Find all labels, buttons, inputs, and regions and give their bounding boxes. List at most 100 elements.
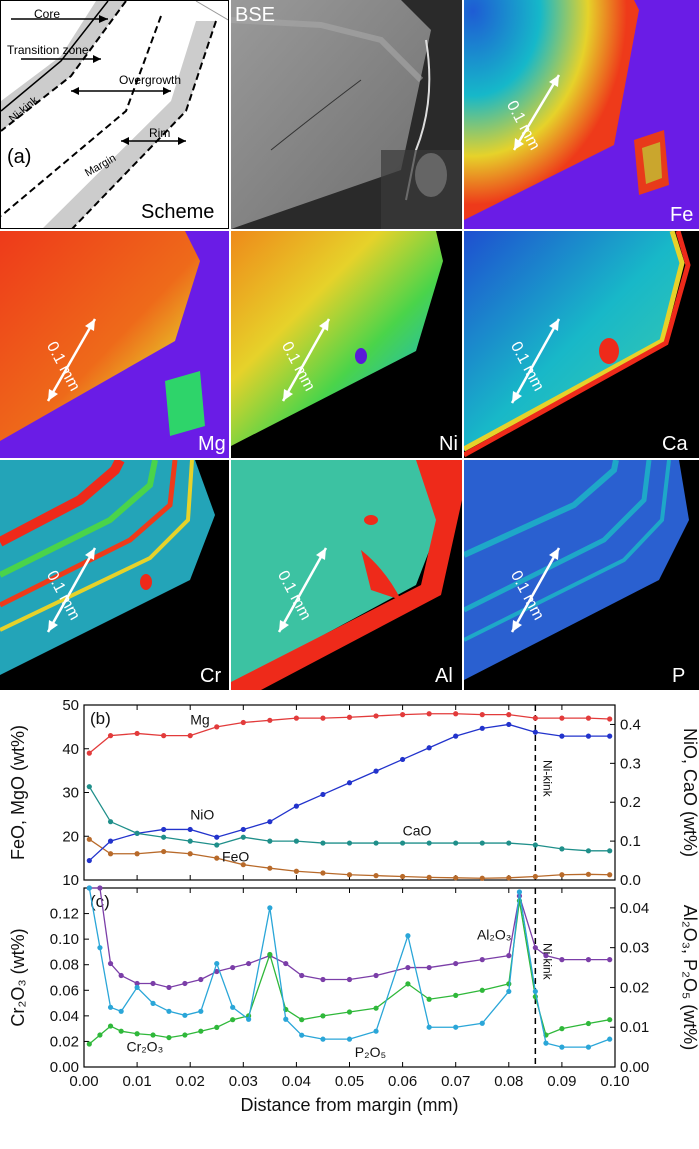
- point-0-0-10: [346, 714, 353, 720]
- point-1-0-9: [214, 968, 220, 975]
- left-tick-label-0-2: 30: [62, 785, 79, 802]
- series-line-Cr₂O₃: [88, 900, 610, 1045]
- point-0-1-4: [187, 851, 193, 857]
- point-0-2-3: [161, 826, 167, 833]
- point-1-1-12: [267, 951, 273, 958]
- point-1-0-5: [150, 980, 156, 987]
- x-tick-label-9: 0.09: [547, 1073, 576, 1090]
- point-1-0-27: [585, 957, 592, 963]
- point-1-2-5: [150, 1000, 156, 1006]
- point-0-1-2: [134, 851, 140, 857]
- point-0-2-0: [86, 857, 92, 864]
- point-0-2-6: [240, 826, 246, 833]
- map-label-fe: Fe: [670, 204, 694, 226]
- point-1-2-15: [320, 1036, 326, 1042]
- point-1-1-19: [426, 996, 432, 1002]
- point-0-1-10: [346, 872, 353, 878]
- series-label-1-2: P₂O₅: [355, 1044, 386, 1060]
- point-1-1-8: [198, 1028, 204, 1034]
- right-tick-label-0-4: 0.4: [620, 716, 641, 733]
- right-tick-label-1-1: 0.01: [620, 1019, 649, 1036]
- x-tick-label-1: 0.01: [122, 1073, 151, 1090]
- point-1-0-26: [559, 957, 565, 963]
- point-0-1-9: [320, 870, 326, 876]
- point-0-0-4: [187, 733, 193, 739]
- point-0-0-20: [607, 716, 613, 722]
- point-0-0-2: [134, 730, 140, 737]
- point-0-0-19: [585, 715, 592, 721]
- point-0-1-14: [453, 875, 459, 881]
- left-tick-label-0-0: 10: [62, 872, 79, 889]
- scheme-panel: Core Transition zone Overgrowth Rim Marg…: [0, 0, 229, 229]
- point-0-3-14: [453, 840, 459, 846]
- point-0-3-8: [293, 838, 299, 844]
- scheme-title: Scheme: [141, 201, 215, 223]
- point-0-0-1: [107, 733, 114, 739]
- series-label-0-2: NiO: [190, 807, 214, 823]
- point-1-0-8: [198, 976, 204, 983]
- point-0-3-4: [187, 838, 193, 844]
- right-tick-label-0-1: 0.1: [620, 833, 641, 850]
- point-0-2-7: [267, 819, 273, 825]
- series-line-NiO: [88, 723, 610, 862]
- map-al: 0.1 mm Al: [231, 460, 462, 690]
- map-label-mg: Mg: [198, 433, 226, 455]
- point-0-2-15: [479, 725, 485, 731]
- point-1-2-8: [198, 1008, 204, 1014]
- point-1-2-19: [426, 1024, 432, 1030]
- point-1-0-16: [346, 976, 353, 983]
- point-1-1-10: [230, 1017, 236, 1023]
- point-1-0-25: [543, 953, 549, 959]
- x-tick-label-4: 0.04: [282, 1073, 311, 1090]
- left-tick-label-1-5: 0.10: [50, 931, 79, 948]
- point-0-1-7: [267, 865, 273, 871]
- x-tick-label-6: 0.06: [388, 1073, 417, 1090]
- point-0-3-20: [607, 848, 613, 854]
- point-0-3-1: [107, 819, 114, 825]
- point-1-1-16: [346, 1009, 353, 1015]
- y-left-label-1: Cr₂O₃ (wt%): [8, 928, 28, 1026]
- map-p: 0.1 mm P: [464, 460, 699, 690]
- point-0-2-17: [532, 729, 538, 735]
- point-1-2-14: [299, 1032, 305, 1038]
- point-0-3-9: [320, 840, 326, 846]
- point-1-2-26: [559, 1044, 565, 1050]
- point-0-2-1: [107, 838, 114, 844]
- left-tick-label-0-1: 20: [62, 828, 79, 845]
- point-0-0-6: [240, 719, 246, 726]
- point-0-2-8: [293, 803, 299, 809]
- point-0-3-10: [346, 840, 353, 846]
- left-tick-label-0-4: 50: [62, 697, 79, 714]
- point-1-2-2: [107, 1004, 114, 1010]
- map-label-p: P: [672, 665, 686, 687]
- point-1-2-1: [97, 945, 103, 951]
- point-1-1-17: [373, 1005, 379, 1011]
- point-1-0-21: [479, 957, 485, 963]
- series-label-1-1: Cr₂O₃: [126, 1039, 163, 1055]
- x-tick-label-5: 0.05: [335, 1073, 364, 1090]
- point-1-1-0: [86, 1041, 92, 1047]
- point-1-1-15: [320, 1013, 326, 1019]
- point-1-2-11: [246, 1016, 252, 1022]
- point-0-3-19: [585, 848, 592, 854]
- point-0-3-17: [532, 842, 538, 848]
- profile-charts: 10 20 30 40 50 0.0 0.1 0.2 0.3 0.4 FeO, MgO (wt%) N…: [8, 697, 699, 1115]
- point-0-3-0: [86, 784, 92, 790]
- point-0-3-18: [559, 846, 565, 852]
- point-1-2-28: [607, 1036, 613, 1042]
- left-tick-label-1-6: 0.12: [50, 906, 79, 923]
- panel-label-1: (c): [90, 892, 110, 911]
- point-0-1-16: [506, 875, 512, 881]
- map-ca: 0.1 mm Ca: [464, 231, 699, 458]
- point-1-2-0: [86, 885, 92, 891]
- point-0-0-3: [161, 733, 167, 739]
- series-label-0-1: FeO: [222, 849, 249, 865]
- right-tick-label-0-3: 0.3: [620, 755, 641, 772]
- point-1-0-2: [107, 960, 114, 967]
- point-1-1-28: [607, 1017, 613, 1023]
- point-1-1-14: [299, 1017, 305, 1023]
- point-1-0-7: [182, 980, 188, 987]
- point-1-2-18: [405, 933, 411, 939]
- point-1-2-22: [506, 988, 512, 995]
- point-1-1-6: [166, 1034, 172, 1041]
